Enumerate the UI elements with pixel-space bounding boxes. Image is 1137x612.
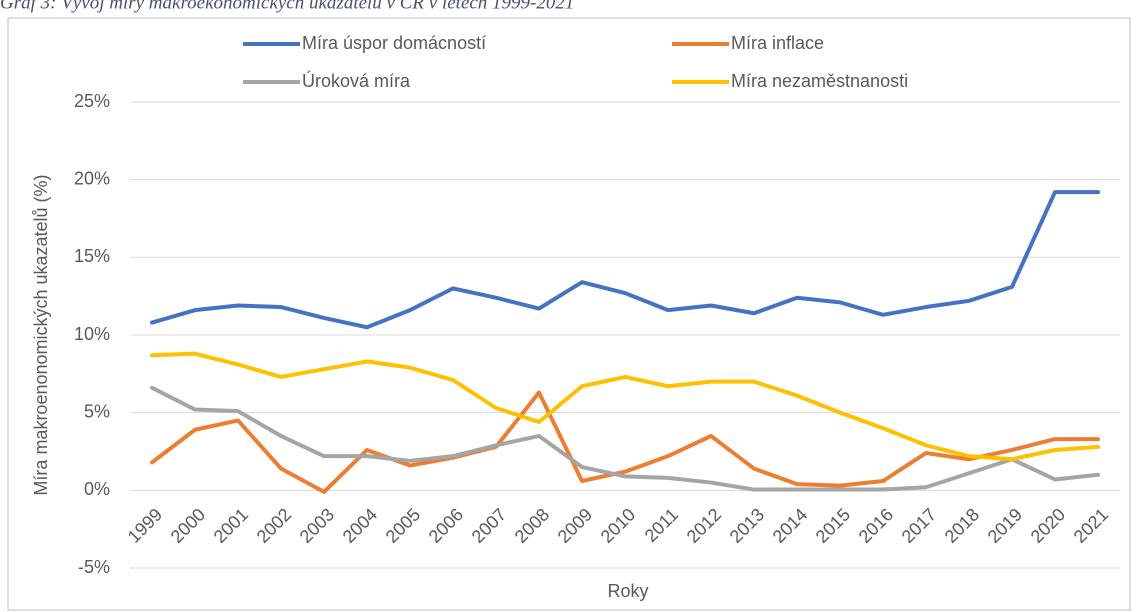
y-tick-label: 15% bbox=[74, 246, 110, 266]
series-line bbox=[150, 385, 1100, 492]
series-line bbox=[150, 190, 1100, 330]
chart-frame bbox=[7, 17, 1131, 611]
chart-title: Graf 3: Vývoj míry makroekonomických uka… bbox=[0, 0, 574, 13]
y-tick-label: 20% bbox=[74, 168, 110, 188]
legend-label: Úroková míra bbox=[302, 70, 411, 91]
series-line bbox=[150, 390, 1100, 494]
series-line bbox=[150, 351, 1100, 462]
y-tick-label: 10% bbox=[74, 324, 110, 344]
y-tick-label: 5% bbox=[84, 401, 110, 421]
legend-label: Míra inflace bbox=[731, 33, 824, 53]
legend-label: Míra úspor domácností bbox=[302, 33, 486, 53]
y-tick-label: 25% bbox=[74, 91, 110, 111]
y-axis-title: Míra makroenonomických ukazatelů (%) bbox=[31, 174, 51, 495]
y-tick-label: 0% bbox=[84, 479, 110, 499]
x-axis-title: Roky bbox=[607, 581, 648, 601]
legend-label: Míra nezaměstnanosti bbox=[731, 71, 908, 91]
y-tick-label: -5% bbox=[78, 557, 110, 577]
